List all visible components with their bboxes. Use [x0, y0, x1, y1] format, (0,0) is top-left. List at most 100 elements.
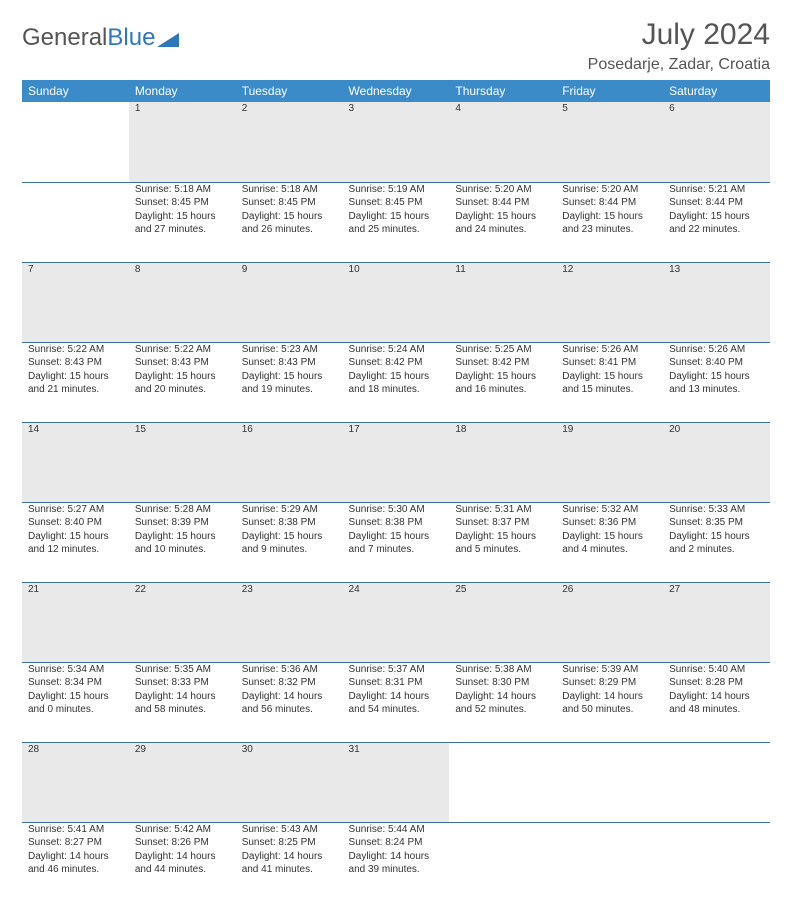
sunset-line: Sunset: 8:39 PM — [135, 516, 230, 530]
day-number: 6 — [663, 102, 770, 182]
day-cell: Sunrise: 5:42 AMSunset: 8:26 PMDaylight:… — [129, 822, 236, 902]
day-cell: Sunrise: 5:29 AMSunset: 8:38 PMDaylight:… — [236, 502, 343, 582]
week-row: Sunrise: 5:27 AMSunset: 8:40 PMDaylight:… — [22, 502, 770, 582]
day-number: 30 — [236, 742, 343, 822]
sunset-line: Sunset: 8:42 PM — [455, 356, 550, 370]
daylight-line: Daylight: 14 hours and 56 minutes. — [242, 690, 337, 717]
sunset-line: Sunset: 8:27 PM — [28, 836, 123, 850]
calendar-body: 123456Sunrise: 5:18 AMSunset: 8:45 PMDay… — [22, 102, 770, 902]
daylight-line: Daylight: 15 hours and 0 minutes. — [28, 690, 123, 717]
day-number: 10 — [343, 262, 450, 342]
sunset-line: Sunset: 8:45 PM — [242, 196, 337, 210]
daylight-line: Daylight: 15 hours and 27 minutes. — [135, 210, 230, 237]
day-number: 31 — [343, 742, 450, 822]
day-number-row: 21222324252627 — [22, 582, 770, 662]
day-number-row: 123456 — [22, 102, 770, 182]
daylight-line: Daylight: 14 hours and 39 minutes. — [349, 850, 444, 877]
daylight-line: Daylight: 15 hours and 5 minutes. — [455, 530, 550, 557]
sunrise-line: Sunrise: 5:31 AM — [455, 503, 550, 517]
day-number: 9 — [236, 262, 343, 342]
day-number — [449, 742, 556, 822]
weekday-header: Thursday — [449, 80, 556, 102]
day-number: 20 — [663, 422, 770, 502]
sunset-line: Sunset: 8:24 PM — [349, 836, 444, 850]
day-number — [663, 742, 770, 822]
day-cell: Sunrise: 5:20 AMSunset: 8:44 PMDaylight:… — [449, 182, 556, 262]
calendar-page: GeneralBlue July 2024 Posedarje, Zadar, … — [0, 0, 792, 902]
daylight-line: Daylight: 14 hours and 44 minutes. — [135, 850, 230, 877]
day-number-row: 28293031 — [22, 742, 770, 822]
day-number-row: 78910111213 — [22, 262, 770, 342]
daylight-line: Daylight: 15 hours and 16 minutes. — [455, 370, 550, 397]
day-number: 8 — [129, 262, 236, 342]
day-cell — [556, 822, 663, 902]
sunrise-line: Sunrise: 5:39 AM — [562, 663, 657, 677]
day-number-row: 14151617181920 — [22, 422, 770, 502]
daylight-line: Daylight: 15 hours and 18 minutes. — [349, 370, 444, 397]
day-number: 17 — [343, 422, 450, 502]
sunrise-line: Sunrise: 5:23 AM — [242, 343, 337, 357]
sunset-line: Sunset: 8:34 PM — [28, 676, 123, 690]
sunrise-line: Sunrise: 5:18 AM — [135, 183, 230, 197]
brand-part1: General — [22, 24, 107, 52]
day-number: 28 — [22, 742, 129, 822]
daylight-line: Daylight: 15 hours and 20 minutes. — [135, 370, 230, 397]
sunrise-line: Sunrise: 5:26 AM — [562, 343, 657, 357]
daylight-line: Daylight: 15 hours and 10 minutes. — [135, 530, 230, 557]
day-number: 5 — [556, 102, 663, 182]
sunrise-line: Sunrise: 5:43 AM — [242, 823, 337, 837]
day-number: 27 — [663, 582, 770, 662]
week-row: Sunrise: 5:34 AMSunset: 8:34 PMDaylight:… — [22, 662, 770, 742]
sunrise-line: Sunrise: 5:41 AM — [28, 823, 123, 837]
sunset-line: Sunset: 8:30 PM — [455, 676, 550, 690]
weekday-header: Friday — [556, 80, 663, 102]
sunrise-line: Sunrise: 5:42 AM — [135, 823, 230, 837]
day-number: 12 — [556, 262, 663, 342]
day-cell: Sunrise: 5:37 AMSunset: 8:31 PMDaylight:… — [343, 662, 450, 742]
daylight-line: Daylight: 15 hours and 4 minutes. — [562, 530, 657, 557]
day-cell — [449, 822, 556, 902]
day-number: 2 — [236, 102, 343, 182]
day-cell: Sunrise: 5:18 AMSunset: 8:45 PMDaylight:… — [236, 182, 343, 262]
title-block: July 2024 Posedarje, Zadar, Croatia — [588, 18, 770, 74]
weekday-header: Sunday — [22, 80, 129, 102]
daylight-line: Daylight: 15 hours and 25 minutes. — [349, 210, 444, 237]
day-cell: Sunrise: 5:33 AMSunset: 8:35 PMDaylight:… — [663, 502, 770, 582]
day-number: 15 — [129, 422, 236, 502]
sunset-line: Sunset: 8:41 PM — [562, 356, 657, 370]
sunset-line: Sunset: 8:44 PM — [669, 196, 764, 210]
day-cell: Sunrise: 5:30 AMSunset: 8:38 PMDaylight:… — [343, 502, 450, 582]
sunrise-line: Sunrise: 5:38 AM — [455, 663, 550, 677]
day-number: 25 — [449, 582, 556, 662]
day-cell: Sunrise: 5:34 AMSunset: 8:34 PMDaylight:… — [22, 662, 129, 742]
sunrise-line: Sunrise: 5:27 AM — [28, 503, 123, 517]
day-cell: Sunrise: 5:31 AMSunset: 8:37 PMDaylight:… — [449, 502, 556, 582]
day-cell: Sunrise: 5:19 AMSunset: 8:45 PMDaylight:… — [343, 182, 450, 262]
month-title: July 2024 — [588, 18, 770, 52]
daylight-line: Daylight: 15 hours and 12 minutes. — [28, 530, 123, 557]
sunset-line: Sunset: 8:37 PM — [455, 516, 550, 530]
sunset-line: Sunset: 8:40 PM — [669, 356, 764, 370]
sunrise-line: Sunrise: 5:33 AM — [669, 503, 764, 517]
daylight-line: Daylight: 15 hours and 15 minutes. — [562, 370, 657, 397]
sunset-line: Sunset: 8:44 PM — [455, 196, 550, 210]
daylight-line: Daylight: 15 hours and 23 minutes. — [562, 210, 657, 237]
day-cell: Sunrise: 5:35 AMSunset: 8:33 PMDaylight:… — [129, 662, 236, 742]
day-number: 13 — [663, 262, 770, 342]
sunrise-line: Sunrise: 5:24 AM — [349, 343, 444, 357]
day-number: 14 — [22, 422, 129, 502]
calendar-table: Sunday Monday Tuesday Wednesday Thursday… — [22, 80, 770, 902]
sunrise-line: Sunrise: 5:36 AM — [242, 663, 337, 677]
day-cell: Sunrise: 5:23 AMSunset: 8:43 PMDaylight:… — [236, 342, 343, 422]
sunset-line: Sunset: 8:43 PM — [135, 356, 230, 370]
week-row: Sunrise: 5:41 AMSunset: 8:27 PM Daylight:… — [22, 822, 770, 902]
daylight-line: Daylight: 14 hours and 58 minutes. — [135, 690, 230, 717]
weekday-header: Saturday — [663, 80, 770, 102]
daylight-line: Daylight: 15 hours and 26 minutes. — [242, 210, 337, 237]
daylight-line: Daylight: 15 hours and 9 minutes. — [242, 530, 337, 557]
daylight-line: Daylight: 15 hours and 19 minutes. — [242, 370, 337, 397]
day-cell: Sunrise: 5:27 AMSunset: 8:40 PMDaylight:… — [22, 502, 129, 582]
page-header: GeneralBlue July 2024 Posedarje, Zadar, … — [22, 18, 770, 74]
week-row: Sunrise: 5:18 AMSunset: 8:45 PMDaylight:… — [22, 182, 770, 262]
day-number: 4 — [449, 102, 556, 182]
